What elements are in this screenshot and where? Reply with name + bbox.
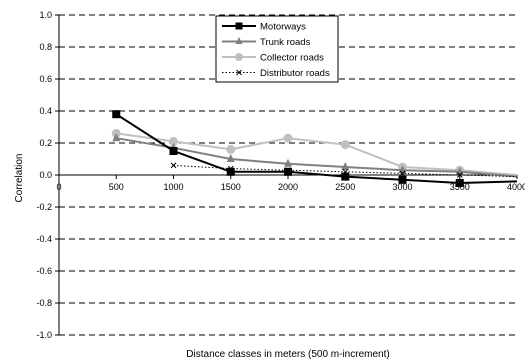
series-motorways xyxy=(112,110,518,187)
data-point xyxy=(112,133,121,142)
x-tick-label: 500 xyxy=(109,182,124,192)
y-tick-label: 0.6 xyxy=(39,74,52,84)
y-tick-label: 1.0 xyxy=(39,10,52,20)
data-point xyxy=(340,140,350,150)
x-tick-label: 3500 xyxy=(450,182,470,192)
data-point xyxy=(455,179,464,187)
data-point xyxy=(236,69,242,76)
series-layer xyxy=(111,110,518,187)
x-marker-stroke xyxy=(236,69,242,76)
legend-item: Trunk roads xyxy=(222,37,311,48)
y-tick-label: -0.4 xyxy=(36,234,52,244)
data-point xyxy=(399,170,406,177)
x-tick-label: 2500 xyxy=(335,182,355,192)
x-marker-stroke xyxy=(399,170,406,177)
data-point xyxy=(226,167,235,176)
data-point xyxy=(235,37,243,44)
series-line xyxy=(115,113,518,185)
x-marker-stroke xyxy=(170,162,177,169)
y-tick-label: -0.2 xyxy=(36,202,52,212)
x-tick-label: 1500 xyxy=(221,182,241,192)
data-point xyxy=(283,133,293,143)
x-marker-stroke xyxy=(456,172,463,178)
y-axis-title: Correlation xyxy=(14,154,25,203)
data-point xyxy=(169,147,178,155)
legend: Motorways Trunk roads Collector roads Distr… xyxy=(215,15,339,83)
legend-label: Distributor roads xyxy=(260,68,330,79)
y-tick-label: 0.2 xyxy=(39,138,52,148)
data-point xyxy=(226,154,235,162)
data-point xyxy=(284,167,292,176)
x-tick-label: 4000 xyxy=(507,182,525,192)
data-point xyxy=(398,175,407,184)
x-tick-label: 1000 xyxy=(163,182,183,192)
data-point xyxy=(226,144,236,154)
data-point xyxy=(284,158,292,167)
legend-label: Trunk roads xyxy=(260,37,311,48)
y-tick-label: -0.6 xyxy=(36,266,52,276)
x-tick-labels: 0 500 1000 1500 2000 2500 3000 3500 4000 xyxy=(56,182,525,192)
data-point xyxy=(170,162,177,169)
legend-label: Motorways xyxy=(260,22,306,33)
y-tick-label: -1.0 xyxy=(36,330,52,340)
x-axis-title: Distance classes in meters (500 m-increm… xyxy=(186,349,389,360)
series-line xyxy=(116,132,518,176)
x-tick-label: 2000 xyxy=(278,182,298,192)
x-tick-label: 0 xyxy=(56,182,61,192)
data-point xyxy=(112,110,121,119)
legend-item: Distributor roads xyxy=(222,68,330,79)
data-point xyxy=(235,53,243,61)
data-point xyxy=(235,22,243,30)
legend-item: Motorways xyxy=(222,22,306,33)
y-tick-label: -0.8 xyxy=(36,298,52,308)
y-tick-label: 0.0 xyxy=(39,170,52,180)
data-point xyxy=(341,162,350,170)
legend-label: Collector roads xyxy=(260,53,324,64)
grid-lines xyxy=(59,14,517,336)
y-tick-label: 0.8 xyxy=(39,42,52,52)
series-line xyxy=(116,137,518,178)
y-tick-label: 0.4 xyxy=(39,106,52,116)
data-point xyxy=(341,172,350,181)
data-point xyxy=(456,172,463,178)
data-point xyxy=(169,136,178,146)
y-tick-labels: 1.0 0.8 0.6 0.4 0.2 0.0 -0.2 -0.4 -0.6 -0.8 -1.0 xyxy=(36,10,52,340)
legend-item: Collector roads xyxy=(222,53,324,64)
x-tick-label: 3000 xyxy=(392,182,412,192)
